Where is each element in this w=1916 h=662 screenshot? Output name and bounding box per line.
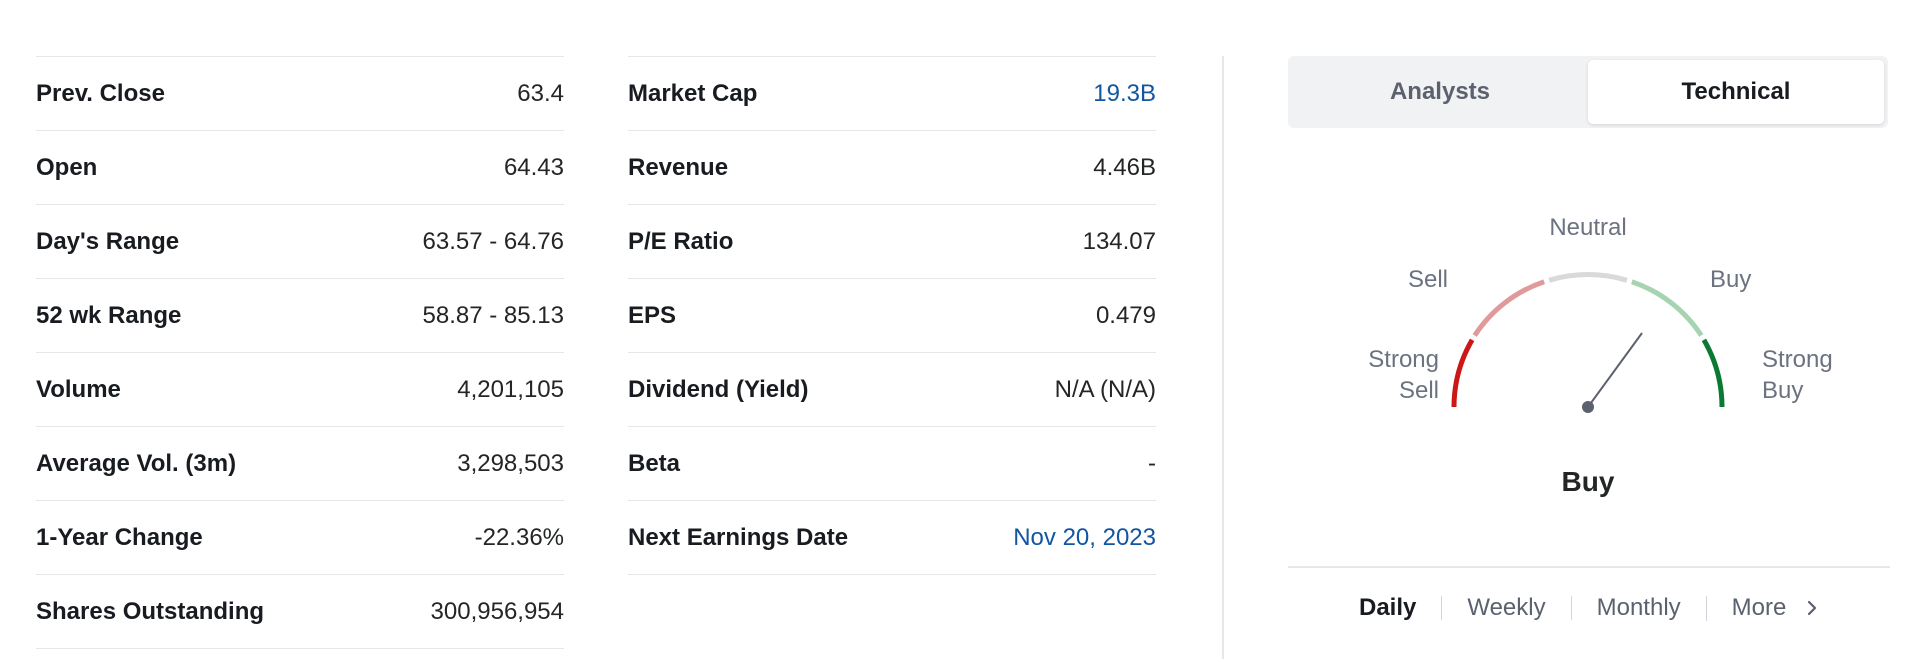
gauge-segment-buy (1631, 279, 1704, 337)
gauge-label-strong-sell-line1: Strong (1368, 346, 1439, 373)
period-weekly[interactable]: Weekly (1441, 596, 1570, 621)
stat-value: N/A (N/A) (1054, 375, 1156, 403)
stat-value: 58.87 - 85.13 (422, 301, 564, 329)
key-stats-right-column: Market Cap 19.3B Revenue 4.46B P/E Ratio… (628, 56, 1156, 575)
gauge-label-strong-sell: Strong Sell (1368, 344, 1439, 406)
stat-label: Day's Range (36, 227, 180, 255)
stat-value: 64.43 (503, 153, 564, 181)
gauge-segment-strong-sell (1451, 338, 1475, 408)
stat-value: 0.479 (1095, 301, 1156, 329)
stat-value: -22.36% (474, 523, 564, 551)
stat-row-days-range: Day's Range 63.57 - 64.76 (36, 205, 564, 279)
stat-label: 1-Year Change (36, 523, 203, 551)
summary-tabs: Analysts Technical (1288, 56, 1888, 128)
market-cap-link[interactable]: 19.3B (1093, 79, 1156, 107)
period-selector: Daily Weekly Monthly More (1288, 596, 1888, 621)
gauge-label-buy: Buy (1710, 266, 1752, 293)
gauge-label-sell: Sell (1407, 266, 1448, 293)
stat-label: 52 wk Range (36, 301, 182, 329)
stat-value: 300,956,954 (430, 597, 564, 625)
stat-label: Average Vol. (3m) (36, 449, 237, 477)
stat-row-market-cap: Market Cap 19.3B (628, 57, 1156, 131)
stat-row-next-earnings-date: Next Earnings Date Nov 20, 2023 (628, 501, 1156, 575)
gauge-label-strong-sell-line2: Sell (1398, 377, 1439, 404)
stat-row-shares-outstanding: Shares Outstanding 300,956,954 (36, 575, 564, 649)
period-monthly[interactable]: Monthly (1570, 596, 1706, 621)
gauge-dial (1451, 272, 1725, 413)
tab-technical[interactable]: Technical (1588, 60, 1884, 124)
gauge-segment-strong-buy (1701, 338, 1725, 408)
stat-label: Shares Outstanding (36, 597, 265, 625)
gauge-label-neutral: Neutral (1549, 214, 1627, 241)
gauge-needle-hub (1582, 401, 1594, 413)
stat-label: Prev. Close (36, 79, 165, 107)
stat-row-52wk-range: 52 wk Range 58.87 - 85.13 (36, 279, 564, 353)
stat-row-open: Open 64.43 (36, 131, 564, 205)
stat-row-dividend-yield: Dividend (Yield) N/A (N/A) (628, 353, 1156, 427)
stat-label: Beta (628, 449, 681, 477)
chevron-right-icon (1807, 597, 1817, 621)
stat-row-beta: Beta - (628, 427, 1156, 501)
key-stats-left-column: Prev. Close 63.4 Open 64.43 Day's Range … (36, 56, 564, 649)
stat-value: 63.4 (517, 79, 564, 107)
technical-summary-result: Buy (1561, 466, 1615, 497)
next-earnings-date-link[interactable]: Nov 20, 2023 (1013, 523, 1156, 551)
stat-label: P/E Ratio (628, 227, 734, 255)
stat-row-average-volume: Average Vol. (3m) 3,298,503 (36, 427, 564, 501)
stat-value: 4.46B (1093, 153, 1156, 181)
period-more[interactable]: More (1705, 594, 1842, 621)
stat-row-eps: EPS 0.479 (628, 279, 1156, 353)
gauge-segment-neutral (1548, 272, 1628, 283)
gauge-segment-sell (1472, 279, 1545, 337)
gauge-label-strong-buy: Strong Buy (1762, 344, 1833, 406)
stat-label: EPS (628, 301, 677, 329)
stat-label: Volume (36, 375, 121, 403)
gauge-label-strong-buy-line2: Buy (1762, 377, 1804, 404)
stat-value: 63.57 - 64.76 (422, 227, 564, 255)
tab-analysts[interactable]: Analysts (1389, 78, 1491, 105)
stat-label: Revenue (628, 153, 729, 181)
stat-value: 4,201,105 (457, 375, 564, 403)
period-daily[interactable]: Daily (1358, 594, 1417, 622)
gauge-needle (1587, 332, 1643, 408)
stat-value: - (1148, 449, 1156, 477)
stat-row-pe-ratio: P/E Ratio 134.07 (628, 205, 1156, 279)
gauge-label-strong-buy-line1: Strong (1762, 346, 1833, 373)
stat-value: 134.07 (1082, 227, 1156, 255)
stat-label: Dividend (Yield) (628, 375, 809, 403)
stat-label: Market Cap (628, 79, 758, 107)
stat-row-prev-close: Prev. Close 63.4 (36, 57, 564, 131)
horizontal-divider (1288, 566, 1890, 568)
period-more-label: More (1731, 594, 1787, 621)
stat-label: Next Earnings Date (628, 523, 849, 551)
stat-row-1-year-change: 1-Year Change -22.36% (36, 501, 564, 575)
stat-label: Open (36, 153, 98, 181)
stat-value: 3,298,503 (457, 449, 564, 477)
stat-row-volume: Volume 4,201,105 (36, 353, 564, 427)
vertical-divider (1222, 56, 1224, 659)
stat-row-revenue: Revenue 4.46B (628, 131, 1156, 205)
technical-gauge: Strong Sell Sell Neutral Buy Strong Buy (1288, 200, 1888, 440)
